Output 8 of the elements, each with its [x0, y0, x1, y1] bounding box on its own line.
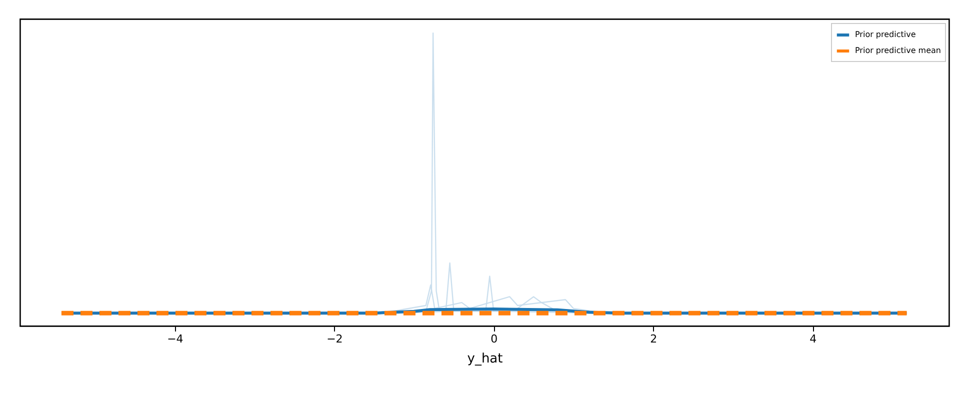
x-tick-label: 2: [650, 332, 658, 346]
x-axis-title: y_hat: [467, 352, 503, 366]
x-tick-label: −4: [167, 332, 184, 346]
legend-label: Prior predictive: [855, 30, 916, 39]
x-tick-label: 0: [490, 332, 498, 346]
x-tick-label: −2: [326, 332, 343, 346]
x-tick-label: 4: [810, 332, 817, 346]
legend-label: Prior predictive mean: [855, 46, 941, 55]
